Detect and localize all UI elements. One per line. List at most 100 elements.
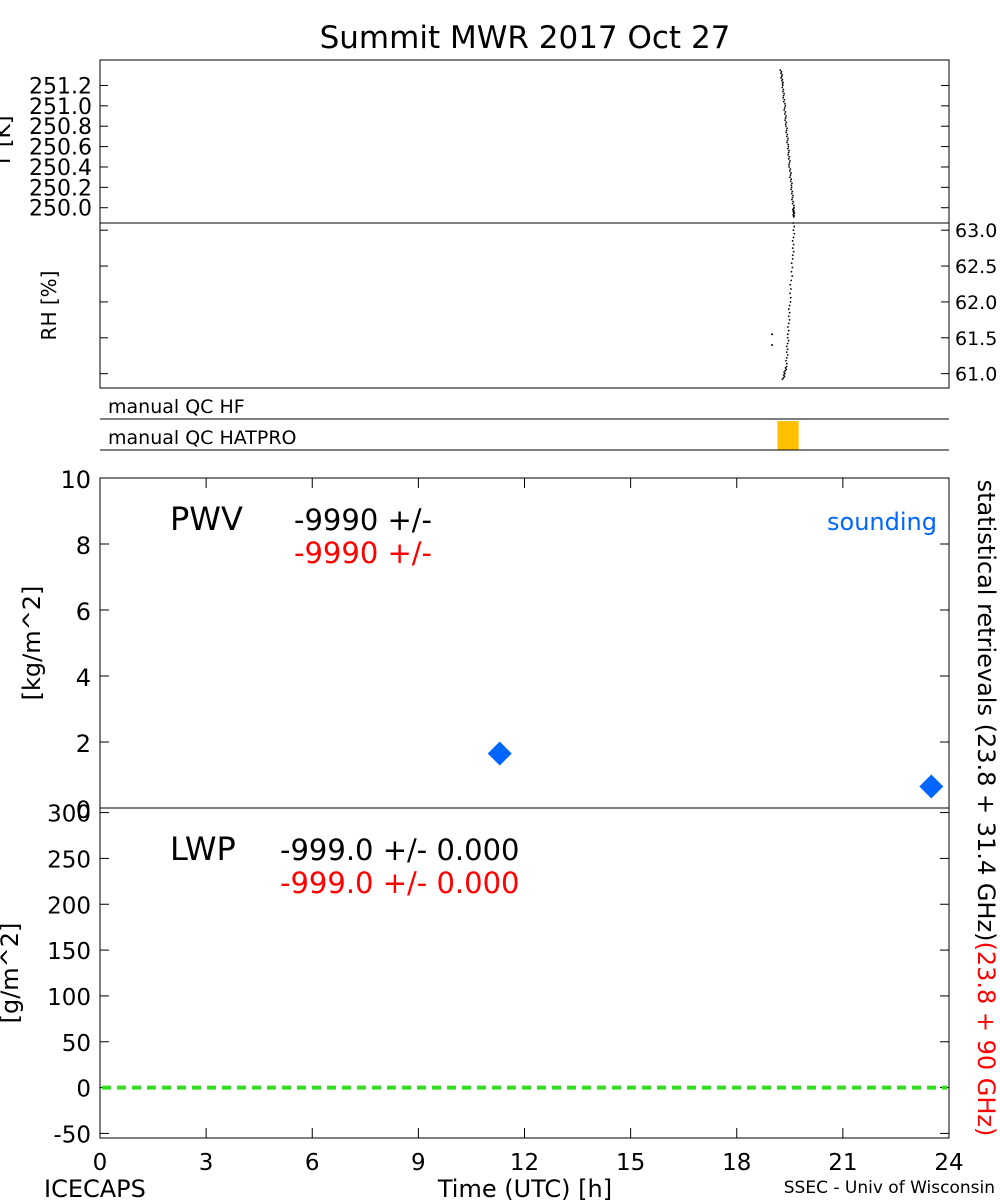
rh-trace-point [786,333,789,336]
temperature-trace-point [786,141,788,144]
temperature-trace-point [783,106,786,109]
lwp-ytick-label: 300 [47,802,91,828]
temperature-trace-point [788,170,791,172]
lwp-ytick-label: 100 [47,985,91,1011]
rh-trace-point [788,304,791,307]
rh-trace-point [791,247,794,250]
lwp-ytick-label: 200 [47,893,91,919]
retrievals-side-label-black: statistical retrievals (23.8 + 31.4 GHz) [972,480,1000,942]
rh-trace-point [786,354,789,356]
sounding-point [919,774,944,799]
rh-trace-point [789,283,792,286]
rh-trace-point [787,339,790,342]
temperature-trace-point [790,192,793,195]
pwv-label: PWV [170,500,243,538]
rh-trace-point [787,329,790,332]
temperature-trace-point [783,113,786,115]
rh-trace-point [786,348,789,351]
temperature-ytick-label: 250.8 [29,115,92,140]
temperature-trace-point [785,121,788,124]
temperature-trace-point [790,188,792,191]
sounding-point [487,741,512,766]
rh-trace-point [790,288,792,290]
temperature-ytick-label: 251.0 [29,95,92,120]
rh-trace-point [785,362,788,365]
rh-trace-point [783,371,786,374]
temperature-trace-point [792,204,795,207]
temperature-trace-point [784,104,787,107]
rh-trace-point [791,266,794,269]
pwv-ytick-label: 2 [76,730,91,758]
rh-trace-point [786,336,789,339]
sounding-legend-label: sounding [827,508,937,536]
temperature-trace-point [784,102,786,105]
x-tick-label: 6 [305,1150,320,1176]
pwv-value-alternate: -9990 +/- [294,536,432,570]
temperature-trace-point [783,92,786,95]
lwp-value-statistical: -999.0 +/- 0.000 [280,833,519,867]
temperature-trace-point [791,202,794,205]
rh-trace-point [787,315,790,318]
rh-trace-point [788,311,791,314]
rh-trace-point [785,368,788,371]
pwv-ytick-label: 10 [60,466,91,494]
temperature-trace-point [780,75,783,78]
x-tick-label: 21 [828,1150,857,1176]
retrievals-side-label: statistical retrievals (23.8 + 31.4 GHz)… [972,480,1000,1137]
x-tick-label: 9 [411,1150,426,1176]
rh-trace-point [789,292,791,295]
lwp-ytick-label: 50 [62,1031,91,1057]
temperature-trace-point [787,137,789,140]
temperature-trace-point [791,198,793,201]
temperature-trace-point [785,135,788,138]
temperature-trace-point [785,129,788,132]
rh-axis-label: RH [%] [37,271,61,341]
temperature-panel-frame [99,59,950,224]
lwp-axis-label: [g/m^2] [0,923,24,1024]
temperature-trace-point [787,151,790,154]
temperature-trace-point [782,81,784,84]
temperature-ytick-label: 250.4 [29,156,92,181]
x-tick-label: 18 [722,1150,751,1176]
rh-panel-frame [99,222,950,389]
rh-trace-point [784,367,787,369]
rh-trace-point [789,296,792,299]
rh-ytick-label: 62.0 [955,292,997,314]
rh-ytick-label: 61.0 [955,364,997,386]
temperature-trace-point [782,90,784,93]
footer-left-label: ICECAPS [44,1175,146,1200]
rh-trace-point [790,270,793,273]
pwv-value-statistical: -9990 +/- [294,503,432,537]
pwv-ytick-label: 8 [76,532,91,560]
temperature-trace-point [788,166,791,168]
temperature-trace-point [781,78,784,81]
rh-outlier-point [771,343,774,346]
temperature-trace-point [786,133,789,136]
temperature-trace-point [787,153,789,156]
lwp-ytick-label: 250 [47,847,91,873]
rh-trace-point [791,254,794,257]
temperature-trace-point [784,123,787,126]
temperature-trace-point [786,139,789,142]
temperature-trace-point [787,143,790,146]
temperature-trace-point [790,184,793,187]
temperature-trace-point [780,70,783,73]
temperature-trace-point [787,145,790,148]
rh-trace-point [793,232,796,235]
rh-trace-point [781,378,784,381]
rh-trace-point [784,369,787,372]
temperature-trace-point [787,157,790,160]
temperature-trace-point [788,155,791,158]
pwv-axis-label: [kg/m^2] [18,586,46,701]
x-tick-label: 24 [934,1150,963,1176]
x-tick-label: 12 [510,1150,539,1176]
lwp-value-alternate: -999.0 +/- 0.000 [280,866,519,900]
rh-trace-point [790,279,793,282]
temperature-trace-point [792,194,794,197]
temperature-trace-point [784,117,787,119]
rh-trace-point [791,275,794,277]
temperature-axis-label: T [K] [0,115,16,168]
pwv-ytick-label: 4 [76,664,91,692]
